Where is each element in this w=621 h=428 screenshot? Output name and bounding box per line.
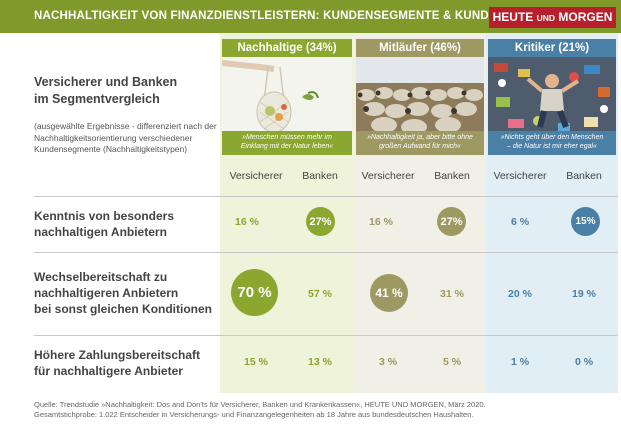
value-zahlung-versicherer-mitlaeufer: 3 % [378, 356, 398, 368]
value-zahlung-banken-mitlaeufer: 5 % [442, 356, 462, 368]
comparison-title: Versicherer und Banken im Segmentverglei… [34, 75, 178, 106]
segment-quote-nachhaltige: »Menschen müssen mehr im Einklang mit de… [222, 131, 352, 155]
colhead-banken-mitlaeufer: Banken [434, 170, 470, 182]
segment-header-nachhaltige: Nachhaltige (34%) [222, 39, 352, 57]
value-zahlung-banken-nachhaltige: 13 % [308, 356, 332, 368]
value-wechsel-versicherer-kritiker: 20 % [508, 288, 532, 300]
photo-man-in-trash [488, 57, 616, 136]
segment-header-kritiker: Kritiker (21%) [488, 39, 616, 57]
value-zahlung-banken-kritiker: 0 % [574, 356, 594, 368]
value-zahlung-versicherer-kritiker: 1 % [510, 356, 530, 368]
segment-quote-mitlaeufer: »Nachhaltigkeit ja, aber bitte ohne groß… [356, 131, 484, 155]
segment-header-mitlaeufer: Mitläufer (46%) [356, 39, 484, 57]
brand-logo: HEUTE UND MORGEN [489, 7, 616, 28]
row-label-kenntnis: Kenntnis von besonders nachhaltigen Anbi… [34, 209, 175, 239]
source-note: Quelle: Trendstudie »Nachhaltigkeit: Dos… [34, 400, 486, 419]
page-title: NACHHALTIGKEIT VON FINANZDIENSTLEISTERN:… [34, 10, 577, 22]
row-label-wechselbereitschaft: Wechselbereitschaft zu nachhaltigeren An… [34, 270, 213, 316]
value-kenntnis-versicherer-kritiker: 6 % [510, 216, 530, 228]
value-bubble-kenntnis-banken-nachhaltige: 27% [306, 207, 335, 236]
value-zahlung-versicherer-nachhaltige: 15 % [244, 356, 268, 368]
colhead-banken-kritiker: Banken [566, 170, 602, 182]
segment-quote-kritiker: »Nichts geht über den Menschen – die Nat… [488, 131, 616, 155]
colhead-versicherer-nachhaltige: Versicherer [229, 170, 283, 182]
value-wechsel-banken-mitlaeufer: 31 % [440, 288, 464, 300]
value-wechsel-banken-nachhaltige: 57 % [308, 288, 332, 300]
value-kenntnis-versicherer-mitlaeufer: 16 % [369, 216, 393, 228]
photo-shopping-net-bag [222, 57, 352, 136]
photo-sheep-herd [356, 57, 484, 136]
colhead-banken-nachhaltige: Banken [302, 170, 338, 182]
row-label-zahlungsbereitschaft: Höhere Zahlungsbereitschaft für nachhalt… [34, 348, 201, 378]
value-kenntnis-versicherer-nachhaltige: 16 % [235, 216, 259, 228]
value-bubble-wechsel-versicherer-nachhaltige: 70 % [231, 269, 278, 316]
row-divider [34, 252, 618, 253]
comparison-subtitle: (ausgewählte Ergebnisse - differenziert … [34, 121, 217, 154]
colhead-versicherer-mitlaeufer: Versicherer [361, 170, 415, 182]
value-bubble-kenntnis-banken-mitlaeufer: 27% [437, 207, 466, 236]
row-divider [34, 196, 618, 197]
colhead-versicherer-kritiker: Versicherer [493, 170, 547, 182]
row-divider [34, 335, 618, 336]
value-wechsel-banken-kritiker: 19 % [572, 288, 596, 300]
title-bar: NACHHALTIGKEIT VON FINANZDIENSTLEISTERN:… [0, 0, 621, 33]
value-bubble-kenntnis-banken-kritiker: 15% [571, 207, 600, 236]
value-bubble-wechsel-versicherer-mitlaeufer: 41 % [370, 274, 408, 312]
